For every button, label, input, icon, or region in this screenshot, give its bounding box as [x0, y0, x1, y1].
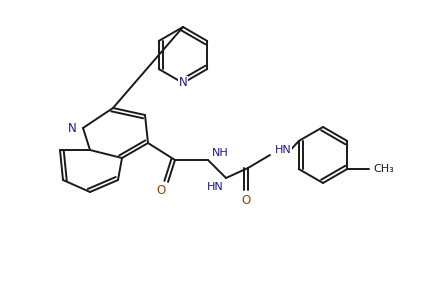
- Text: HN: HN: [275, 145, 292, 155]
- Text: NH: NH: [212, 148, 229, 158]
- Text: O: O: [156, 183, 166, 197]
- Text: O: O: [242, 193, 250, 207]
- Text: N: N: [178, 76, 187, 89]
- Text: HN: HN: [207, 182, 224, 192]
- Text: N: N: [68, 122, 77, 134]
- Text: CH₃: CH₃: [373, 164, 394, 174]
